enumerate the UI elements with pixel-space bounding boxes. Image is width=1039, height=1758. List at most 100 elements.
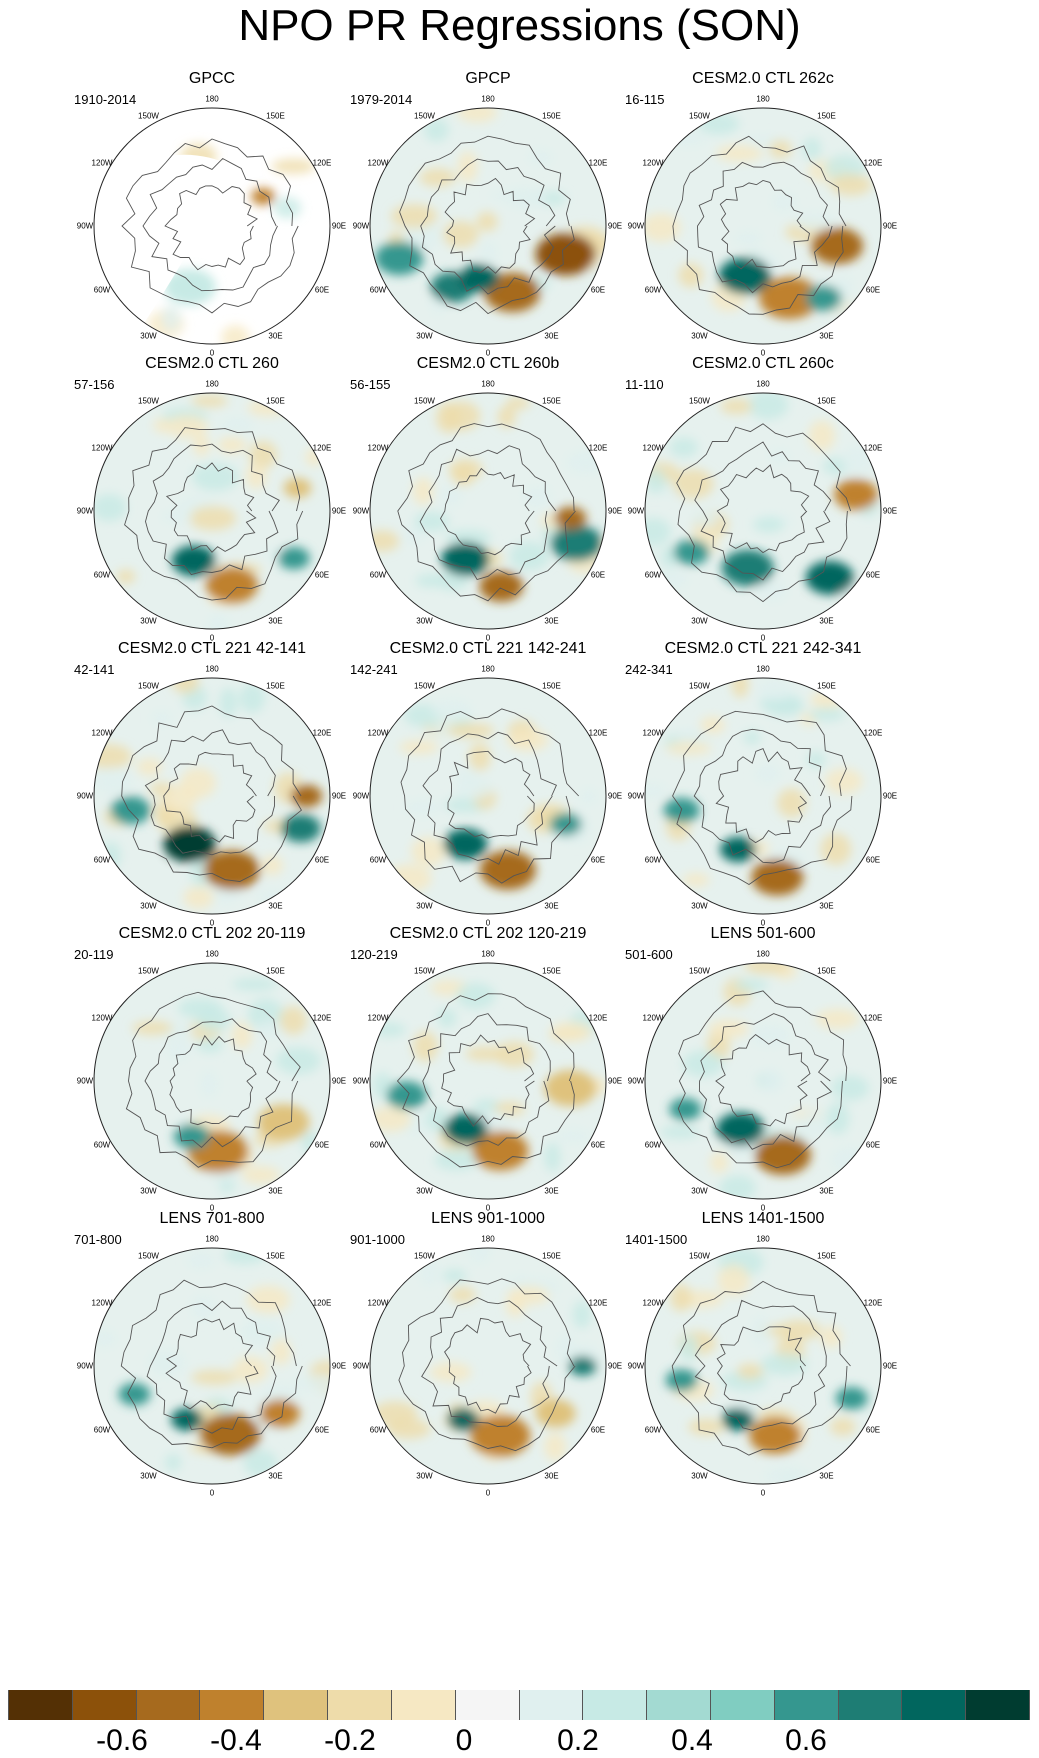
texture-patch [796, 1110, 829, 1138]
longitude-label: 30E [544, 331, 559, 341]
texture-patch [669, 1283, 692, 1312]
texture-patch [429, 1362, 472, 1382]
longitude-label: 60E [865, 570, 881, 579]
texture-patch [256, 1020, 287, 1041]
longitude-label: 30E [544, 616, 559, 626]
map-boundary [93, 962, 331, 1200]
texture-patch [717, 1264, 750, 1296]
polar-map [369, 1247, 607, 1485]
longitude-label: 120E [312, 158, 332, 167]
map-panel: CESM2.0 CTL 260 57-156 180 150E 120E 90E 60E 30… [62, 355, 362, 655]
texture-patch [479, 240, 498, 265]
longitude-label: 120E [588, 1013, 608, 1022]
longitude-label: 180 [481, 94, 495, 104]
anomaly-blob [447, 1408, 480, 1431]
texture-patch [810, 690, 843, 709]
longitude-label: 150W [138, 966, 159, 976]
longitude-label: 60E [314, 570, 330, 579]
texture-patch [232, 1356, 269, 1383]
longitude-label: 90W [627, 1076, 645, 1086]
map-boundary [369, 677, 607, 915]
longitude-label: 60E [590, 1140, 606, 1149]
longitude-label: 150W [414, 1251, 435, 1261]
texture-patch [455, 982, 496, 1010]
anomaly-blob [720, 836, 757, 863]
colorbar-box [647, 1690, 711, 1720]
colorbar-box [583, 1690, 648, 1720]
longitude-label: 30W [140, 901, 157, 911]
texture-patch [806, 751, 826, 768]
longitude-label: 90E [882, 506, 898, 516]
colorbar-tick-label: 0.2 [557, 1724, 599, 1757]
longitude-label: 150W [414, 681, 435, 691]
texture-patch [544, 1432, 567, 1461]
longitude-label: 150W [138, 1251, 159, 1261]
longitude-label: 90W [352, 506, 370, 516]
colorbar-tick-label: 0 [455, 1724, 473, 1757]
longitude-label: 90E [331, 1361, 347, 1371]
longitude-label: 180 [481, 664, 495, 674]
longitude-label: 30E [819, 616, 834, 626]
texture-patch [150, 710, 174, 726]
longitude-label: 120W [91, 443, 113, 452]
longitude-label: 180 [205, 664, 219, 674]
texture-patch [505, 1295, 525, 1318]
coastlines [396, 993, 575, 1168]
texture-patch [768, 448, 791, 465]
longitude-label: 90W [76, 221, 94, 231]
panel-title: LENS 501-600 [710, 925, 816, 942]
texture-patch [744, 963, 789, 975]
anomaly-blob [716, 1112, 765, 1146]
texture-patch [743, 730, 761, 745]
texture-patch [667, 131, 708, 147]
texture-patch [572, 1300, 591, 1329]
texture-patch [448, 722, 495, 739]
anomaly-blob [805, 560, 854, 595]
map-panel: GPCC 1910-2014 180 150E 120E 90E 60E 30E 0 30W 60W… [62, 70, 362, 370]
longitude-label: 60W [644, 570, 662, 579]
texture-patch [760, 1353, 808, 1376]
longitude-label: 0 [209, 1203, 215, 1213]
longitude-label: 120W [367, 728, 389, 737]
longitude-label: 60E [590, 285, 606, 294]
longitude-label: 150W [414, 966, 435, 976]
anomaly-blob [200, 1413, 261, 1456]
texture-patch [292, 1374, 330, 1391]
longitude-label: 30W [140, 1471, 157, 1481]
anomaly-blob [479, 571, 524, 602]
texture-patch [815, 1008, 859, 1029]
texture-patch [94, 1329, 118, 1348]
longitude-label: 150W [138, 681, 159, 691]
anomaly-blob [203, 850, 260, 890]
longitude-label: 150W [138, 111, 159, 121]
anomaly-blob [257, 1104, 310, 1141]
longitude-label: 30E [268, 1186, 283, 1196]
longitude-label: 180 [756, 949, 770, 959]
anomaly-blob [568, 1356, 597, 1376]
texture-patch [550, 1021, 593, 1041]
colorbar-box [200, 1690, 265, 1720]
longitude-label: 30E [268, 331, 283, 341]
panel-period: 11-110 [625, 377, 664, 392]
texture-patch [415, 573, 446, 588]
longitude-label: 120E [863, 158, 883, 167]
longitude-label: 30W [691, 1471, 708, 1481]
colorbar-box [774, 1690, 839, 1720]
longitude-label: 180 [481, 379, 495, 389]
anomaly-blob [665, 1369, 698, 1392]
texture-patch [733, 230, 763, 247]
longitude-label: 120E [588, 443, 608, 452]
texture-patch [434, 1149, 479, 1171]
longitude-label: 150W [689, 111, 710, 121]
texture-patch [163, 785, 197, 813]
texture-patch [509, 541, 550, 571]
anomaly-blob [163, 825, 216, 863]
texture-patch [691, 510, 719, 528]
longitude-label: 60E [865, 855, 881, 864]
longitude-label: 0 [485, 1488, 491, 1498]
texture-patch [166, 1039, 191, 1061]
longitude-label: 60E [590, 1425, 606, 1434]
panel-title: CESM2.0 CTL 221 42-141 [118, 640, 306, 657]
texture-patch [793, 212, 836, 231]
longitude-label: 120E [312, 443, 332, 452]
